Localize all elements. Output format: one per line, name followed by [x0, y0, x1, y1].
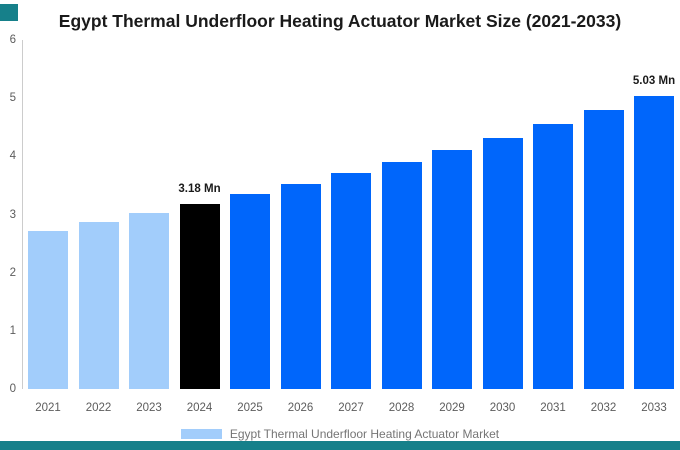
- bar-slot-2029: 2029: [432, 40, 472, 414]
- bar-slot-2021: 2021: [28, 40, 68, 414]
- value-label-2033: 5.03 Mn: [632, 75, 676, 88]
- bar-2028: [381, 162, 422, 389]
- y-tick-1: 1: [9, 324, 16, 337]
- bar-slot-2024: 3.18 Mn 2024: [178, 40, 221, 414]
- x-tick-2031: 2031: [540, 402, 566, 414]
- brand-accent-bar: [0, 441, 680, 450]
- legend[interactable]: Egypt Thermal Underfloor Heating Actuato…: [0, 427, 680, 441]
- x-tick-2027: 2027: [338, 402, 364, 414]
- y-tick-0: 0: [9, 383, 16, 395]
- x-tick-2025: 2025: [237, 402, 263, 414]
- bar-2031: [533, 124, 573, 389]
- bar-slot-2032: 2032: [583, 40, 624, 414]
- value-label-2024: 3.18 Mn: [178, 183, 221, 196]
- bar-slot-2031: 2031: [533, 40, 573, 414]
- bar-2029: [432, 149, 472, 389]
- y-tick-6: 6: [9, 34, 16, 46]
- legend-swatch: [180, 429, 222, 439]
- bar-2025: [230, 194, 270, 389]
- x-tick-2021: 2021: [35, 402, 61, 414]
- bar-slot-2026: 2026: [280, 40, 321, 414]
- bar-slot-2030: 2030: [482, 40, 523, 414]
- plot-area: 2021 2022 2023 3.18 Mn 2024 2025 2026 2027 2028 2…: [28, 40, 676, 414]
- bar-slot-2025: 2025: [230, 40, 270, 414]
- bar-2022: [78, 222, 119, 389]
- x-tick-2032: 2032: [590, 402, 617, 414]
- bar-slot-2033: 5.03 Mn 2033: [632, 40, 676, 414]
- bar-2024: [179, 204, 220, 389]
- brand-accent-square: [0, 4, 18, 21]
- bar-2030: [482, 137, 523, 389]
- y-tick-5: 5: [9, 92, 16, 105]
- y-tick-3: 3: [9, 208, 16, 221]
- x-tick-2024: 2024: [186, 402, 213, 414]
- x-tick-2022: 2022: [85, 402, 112, 414]
- x-tick-2030: 2030: [489, 402, 516, 414]
- bar-2032: [583, 110, 624, 389]
- y-axis-line: [22, 40, 23, 389]
- chart-title: Egypt Thermal Underfloor Heating Actuato…: [58, 11, 622, 31]
- legend-label: Egypt Thermal Underfloor Heating Actuato…: [229, 427, 500, 441]
- y-tick-4: 4: [9, 150, 16, 163]
- bar-2026: [280, 184, 321, 389]
- bar-slot-2023: 2023: [129, 40, 169, 414]
- x-tick-2033: 2033: [641, 402, 667, 414]
- bar-slot-2028: 2028: [381, 40, 422, 414]
- bar-2021: [28, 230, 68, 389]
- bar-2027: [331, 173, 371, 389]
- x-tick-2026: 2026: [287, 402, 314, 414]
- bar-slot-2022: 2022: [78, 40, 119, 414]
- bar-2023: [129, 213, 169, 389]
- x-tick-2028: 2028: [388, 402, 415, 414]
- y-tick-2: 2: [9, 266, 16, 279]
- x-tick-2023: 2023: [136, 402, 162, 414]
- x-tick-2029: 2029: [439, 402, 465, 414]
- bar-slot-2027: 2027: [331, 40, 371, 414]
- bar-2033: [634, 96, 674, 389]
